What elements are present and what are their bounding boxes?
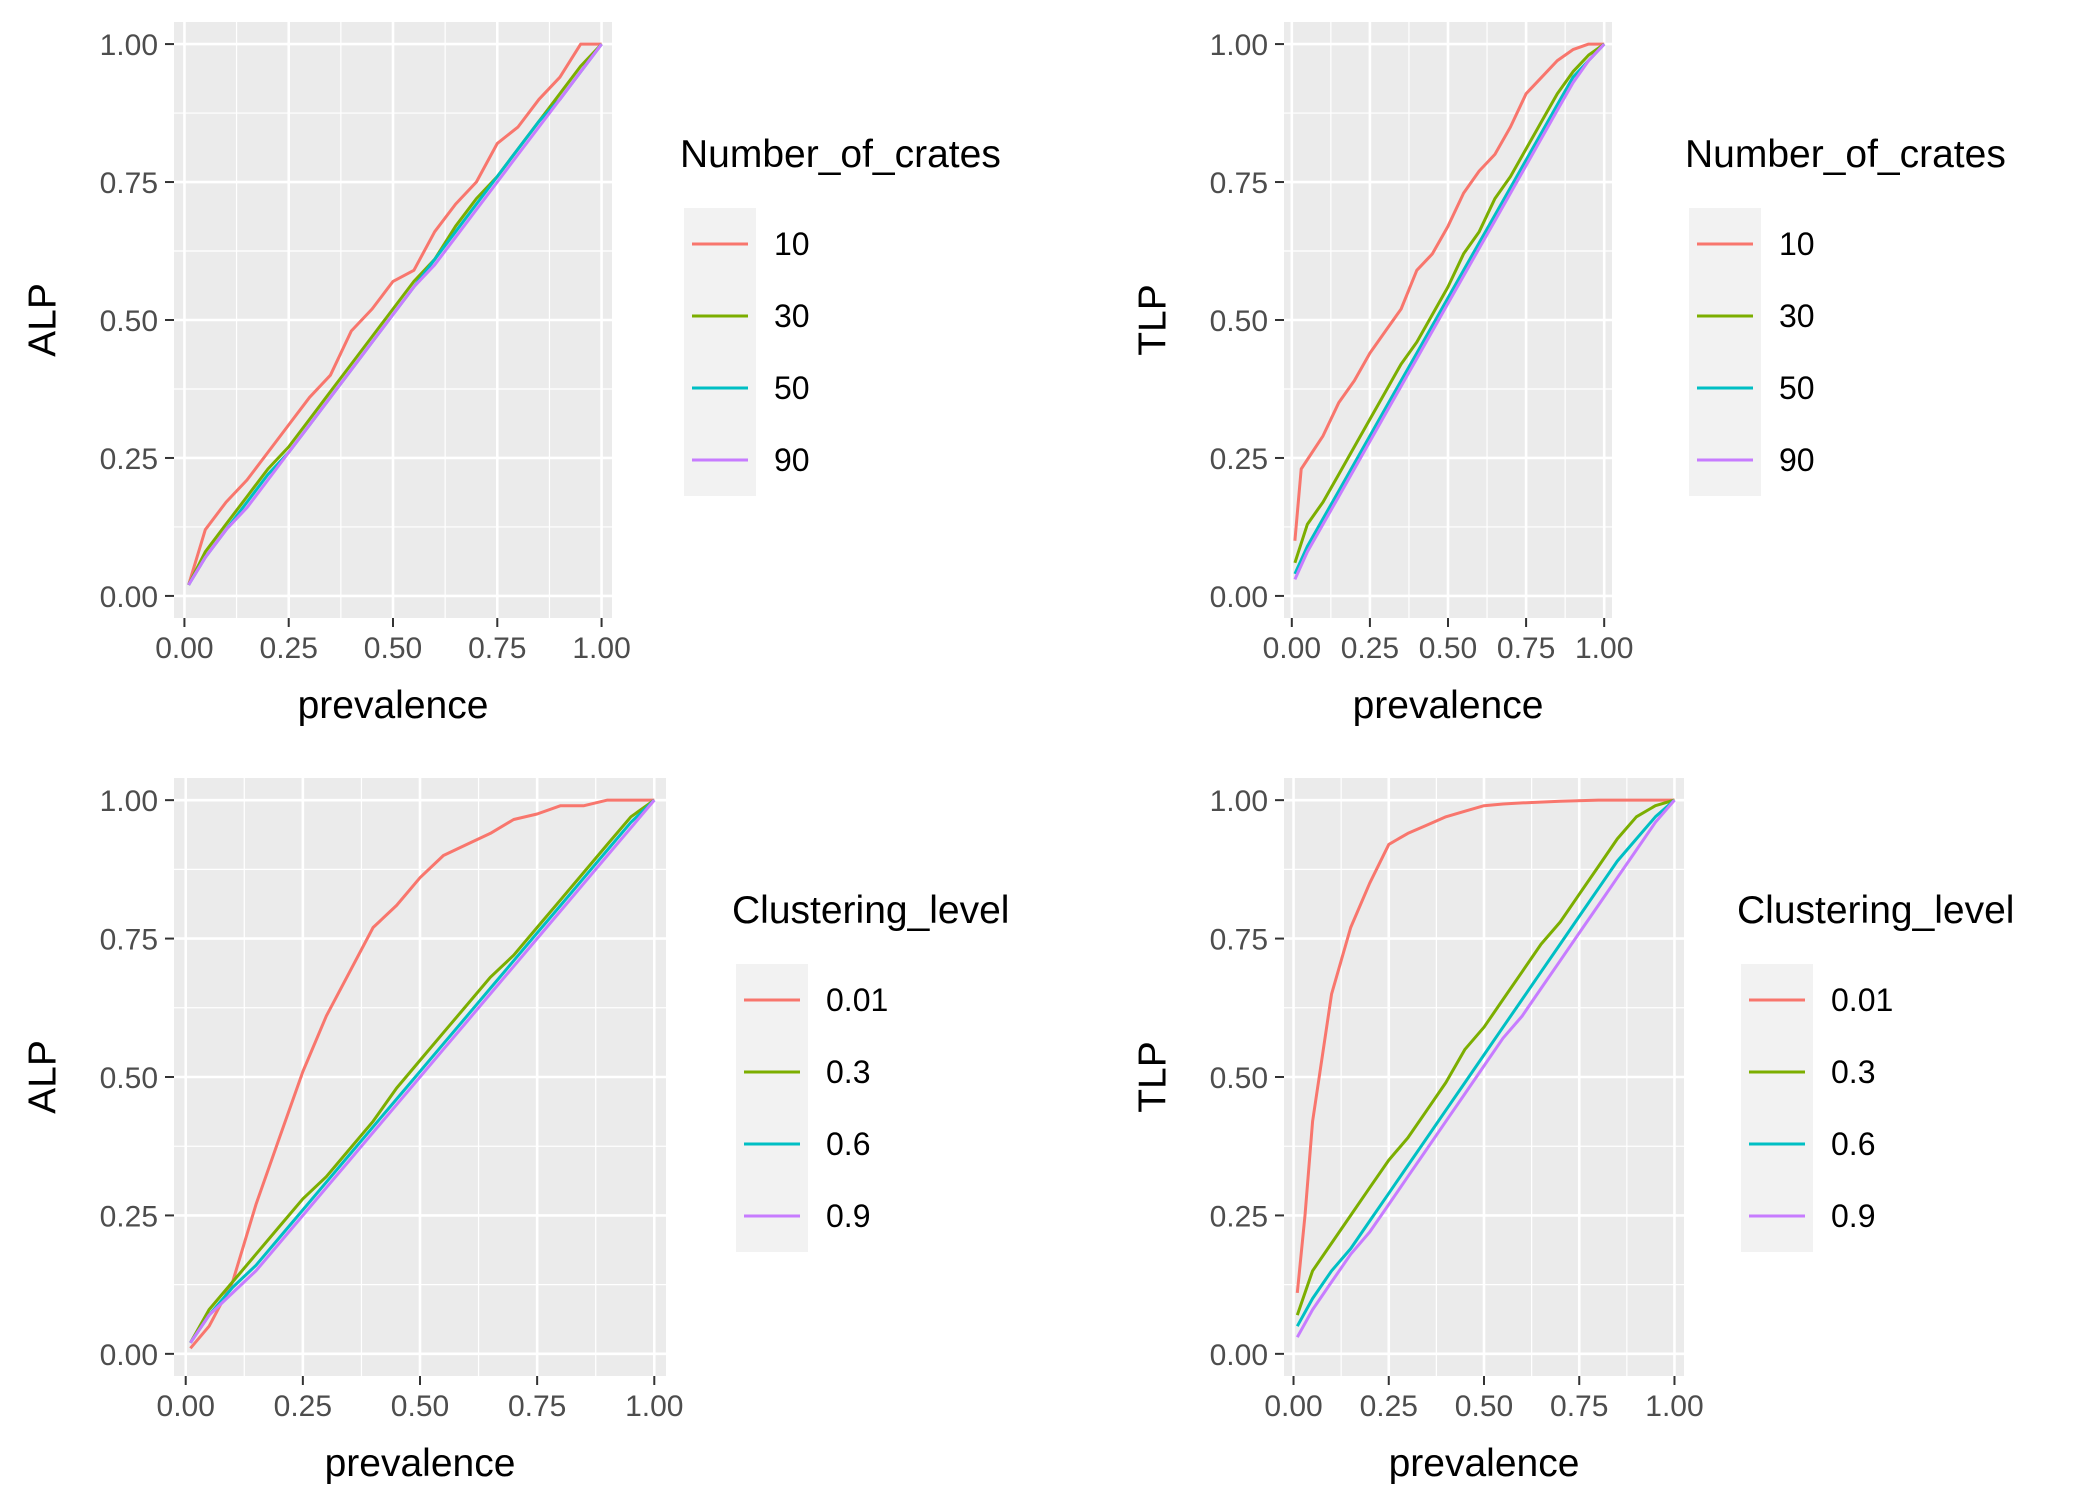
x-tick-label: 1.00 [1645,1390,1703,1423]
x-tick-label: 1.00 [572,632,630,665]
legend-label: 90 [1779,442,1815,478]
y-tick-label: 0.50 [100,305,158,338]
y-axis-title: ALP [21,1040,64,1114]
legend-label: 50 [774,370,810,406]
legend-label: 30 [774,298,810,334]
y-tick-label: 1.00 [100,29,158,62]
legend: Clustering_level 0.01 0.3 0.6 0.9 [732,889,1009,1252]
legend-key-background [1741,964,1813,1252]
y-axis-title: TLP [1131,1041,1174,1113]
legend: Clustering_level 0.01 0.3 0.6 0.9 [1737,889,2014,1252]
x-tick-label: 1.00 [1575,632,1633,665]
x-tick-label: 0.50 [1455,1390,1513,1423]
series-line-10 [1293,42,1605,541]
series-line-0.9 [189,799,656,1344]
legend-label: 0.3 [826,1054,870,1090]
series-line-0.01 [1295,798,1675,1294]
y-tick-label: 0.00 [1210,1339,1268,1372]
legend-title: Number_of_crates [680,133,1001,176]
y-tick-label: 0.75 [100,167,158,200]
x-tick-label: 0.50 [364,632,422,665]
x-tick-label: 0.00 [155,632,213,665]
series-line-0.3 [1295,798,1675,1316]
legend-key-background [736,964,808,1252]
series-line-10 [187,42,602,586]
x-tick-label: 0.25 [1360,1390,1418,1423]
series-line-0.9 [1295,799,1676,1338]
y-tick-label: 0.25 [1210,1200,1268,1233]
x-axis-title: prevalence [1353,684,1544,727]
chart-panel-2: 0.00 0.25 0.50 0.75 1.00 0.00 0.25 0.50 0.75 1.00… [1131,22,2006,727]
series-line-0.6 [189,799,656,1344]
legend-label: 30 [1779,298,1815,334]
series-line-0.01 [189,798,655,1350]
legend-title: Clustering_level [1737,889,2014,932]
y-tick-label: 0.75 [1210,924,1268,957]
x-tick-label: 0.75 [468,632,526,665]
y-tick-label: 0.25 [100,1200,158,1233]
legend: Number_of_crates 10 30 50 90 [680,133,1001,496]
x-tick-label: 0.50 [1419,632,1477,665]
chart-panel-1: 0.00 0.25 0.50 0.75 1.00 0.00 0.25 0.50 0.75 1.00… [21,22,1001,727]
y-tick-label: 0.00 [100,1339,158,1372]
y-tick-label: 1.00 [100,785,158,818]
legend-label: 10 [774,226,810,262]
y-tick-label: 0.75 [100,924,158,957]
legend-label: 0.9 [826,1198,870,1234]
y-tick-label: 0.25 [1210,443,1268,476]
legend-key-background [684,208,756,496]
legend-key-background [1689,208,1761,496]
legend-label: 0.6 [1831,1126,1875,1162]
y-tick-label: 0.25 [100,443,158,476]
chart-panel-3: 0.00 0.25 0.50 0.75 1.00 0.00 0.25 0.50 0.75 1.00… [21,778,1009,1485]
legend-label: 50 [1779,370,1815,406]
x-tick-label: 1.00 [625,1390,683,1423]
legend-label: 0.9 [1831,1198,1875,1234]
x-tick-label: 0.00 [157,1390,215,1423]
series-line-50 [1293,43,1606,575]
x-tick-label: 0.25 [1341,632,1399,665]
y-tick-label: 1.00 [1210,785,1268,818]
chart-panel-4: 0.00 0.25 0.50 0.75 1.00 0.00 0.25 0.50 0.75 1.00… [1131,778,2014,1485]
x-tick-label: 0.75 [1550,1390,1608,1423]
legend-label: 0.01 [826,982,888,1018]
legend-title: Clustering_level [732,889,1009,932]
series-line-0.3 [189,798,656,1344]
legend-label: 90 [774,442,810,478]
series-line-90 [187,43,603,586]
y-axis-title: ALP [21,283,64,357]
legend-label: 10 [1779,226,1815,262]
series-line-30 [1293,42,1606,564]
series-line-90 [1293,43,1606,581]
legend-label: 0.3 [1831,1054,1875,1090]
y-tick-label: 0.00 [100,581,158,614]
x-tick-label: 0.25 [260,632,318,665]
x-tick-label: 0.75 [1497,632,1555,665]
series-line-0.6 [1295,798,1676,1327]
x-tick-label: 0.50 [391,1390,449,1423]
legend-title: Number_of_crates [1685,133,2006,176]
x-tick-label: 0.25 [274,1390,332,1423]
y-tick-label: 0.50 [1210,1062,1268,1095]
legend: Number_of_crates 10 30 50 90 [1685,133,2006,496]
x-axis-title: prevalence [298,684,489,727]
legend-label: 0.01 [1831,982,1893,1018]
x-tick-label: 0.00 [1263,632,1321,665]
y-tick-label: 0.50 [100,1062,158,1095]
y-axis-title: TLP [1131,284,1174,356]
x-tick-label: 0.00 [1264,1390,1322,1423]
x-axis-title: prevalence [1389,1442,1580,1485]
y-tick-label: 1.00 [1210,29,1268,62]
x-axis-title: prevalence [325,1442,516,1485]
x-tick-label: 0.75 [508,1390,566,1423]
y-tick-label: 0.75 [1210,167,1268,200]
y-tick-label: 0.50 [1210,305,1268,338]
y-tick-label: 0.00 [1210,581,1268,614]
legend-label: 0.6 [826,1126,870,1162]
